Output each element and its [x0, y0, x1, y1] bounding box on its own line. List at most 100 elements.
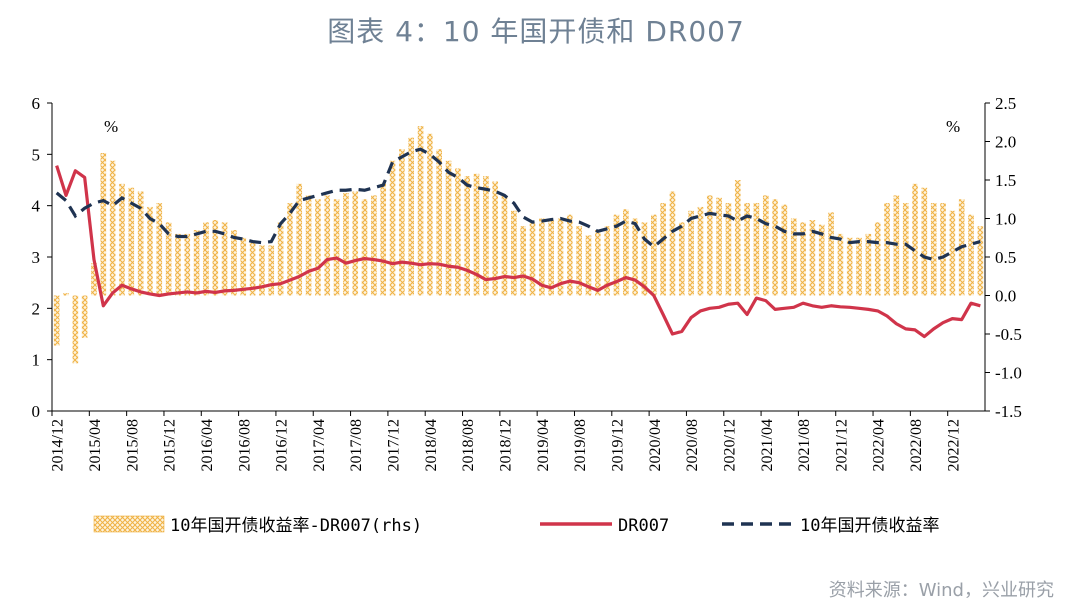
bar-spread: [874, 222, 881, 296]
bar-spread: [165, 222, 172, 296]
x-tick-label: 2015/12: [162, 419, 179, 471]
right-tick-label: 0.5: [995, 248, 1016, 267]
x-tick-label: 2022/12: [945, 419, 962, 471]
line-cdb-10y: [55, 147, 981, 262]
bar-spread: [287, 203, 293, 296]
bar-spread: [567, 214, 573, 296]
bar-spread: [697, 206, 704, 296]
bar-spread: [455, 168, 461, 296]
bar-spread: [772, 199, 778, 296]
legend-label-cdb: 10年国开债收益率: [800, 516, 939, 536]
bar-spread: [641, 222, 648, 296]
bar-spread: [464, 176, 470, 296]
bar-spread: [688, 210, 694, 296]
right-tick-label: -1.0: [995, 364, 1022, 383]
bar-spread: [361, 199, 368, 296]
bar-spread: [333, 199, 340, 296]
bar-spread: [595, 230, 601, 296]
bar-spread: [912, 183, 918, 296]
x-tick-label: 2022/04: [871, 419, 888, 471]
bar-spread: [212, 220, 219, 296]
bar-spread: [520, 226, 526, 296]
line-dr007: [55, 165, 981, 339]
bar-spread: [725, 203, 732, 296]
bar-spread: [921, 187, 928, 296]
bar-spread: [865, 233, 872, 296]
legend-swatch-spread: [93, 515, 165, 533]
bar-series: [53, 126, 984, 364]
bar-spread: [613, 214, 620, 296]
bar-spread: [585, 235, 592, 296]
bar-spread: [305, 195, 312, 296]
axes: [51, 103, 986, 412]
bar-spread: [734, 180, 741, 296]
bar-spread: [576, 226, 582, 296]
right-tick-label: 2.5: [995, 94, 1016, 113]
bar-spread: [856, 237, 862, 296]
bar-spread: [137, 191, 144, 296]
bar-spread: [436, 149, 442, 296]
bar-spread: [632, 218, 638, 296]
bar-spread: [203, 222, 209, 296]
bar-spread: [240, 237, 247, 296]
bar-spread: [669, 191, 676, 296]
bar-spread: [706, 195, 713, 296]
right-tick-label: 0.0: [995, 287, 1016, 306]
line-series: [55, 147, 981, 339]
bar-spread: [427, 133, 433, 296]
bar-spread: [837, 233, 844, 296]
bar-spread: [221, 222, 228, 296]
bar-spread: [371, 195, 377, 296]
bar-spread: [902, 203, 909, 296]
bar-spread: [809, 220, 816, 296]
bar-spread: [193, 230, 200, 296]
bar-spread: [100, 153, 107, 296]
bar-spread: [790, 218, 797, 296]
x-tick-label: 2020/08: [684, 419, 701, 471]
bar-spread: [623, 209, 629, 296]
bar-spread: [678, 222, 685, 296]
bar-spread: [128, 187, 135, 296]
left-tick-label: 1: [32, 351, 41, 370]
bar-spread: [930, 203, 937, 296]
bar-spread: [977, 226, 984, 296]
bar-spread: [753, 203, 760, 296]
bar-spread: [119, 183, 125, 296]
bar-spread: [389, 160, 396, 296]
bar-spread: [343, 193, 349, 296]
x-tick-label: 2021/12: [833, 419, 850, 471]
left-tick-label: 4: [32, 197, 41, 216]
x-tick-label: 2021/08: [796, 419, 813, 471]
right-axis-ticks: -1.5 -1.0 -0.5 0.0 0.5 1.0 1.5 2.0 2.5: [985, 94, 1022, 421]
bar-spread: [940, 203, 946, 296]
bar-spread: [352, 191, 359, 296]
bar-spread: [53, 295, 60, 346]
bar-spread: [249, 241, 256, 296]
bar-spread: [473, 173, 480, 296]
x-tick-label: 2017/08: [348, 419, 365, 471]
bar-spread: [109, 160, 116, 296]
x-tick-label: 2018/04: [423, 419, 440, 471]
bar-spread: [762, 195, 769, 296]
bar-spread: [277, 222, 284, 296]
bar-spread: [818, 224, 825, 296]
right-tick-label: -0.5: [995, 325, 1022, 344]
x-tick-label: 2019/08: [572, 419, 589, 471]
bar-spread: [63, 293, 69, 296]
bar-spread: [744, 203, 750, 296]
left-tick-label: 3: [32, 248, 41, 267]
left-tick-label: 0: [32, 402, 41, 421]
bar-spread: [529, 222, 536, 296]
bar-spread: [296, 183, 303, 296]
bar-spread: [231, 230, 237, 296]
bar-spread: [445, 160, 452, 296]
x-tick-label: 2016/12: [274, 419, 291, 471]
bar-spread: [501, 195, 508, 296]
x-tick-label: 2019/04: [535, 419, 552, 471]
x-tick-label: 2017/04: [311, 419, 328, 471]
bar-spread: [408, 137, 415, 296]
bar-spread: [828, 212, 834, 296]
bar-spread: [800, 222, 806, 296]
bar-spread: [315, 199, 321, 296]
